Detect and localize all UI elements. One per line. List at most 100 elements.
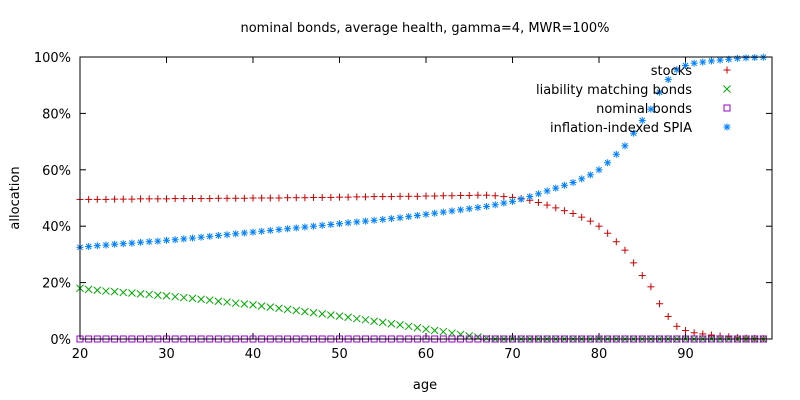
data-point [136,290,145,298]
data-point [102,287,110,295]
y-tick-label: 20% [42,277,71,292]
data-point [578,213,586,221]
data-point [85,195,93,203]
data-point [552,204,560,212]
x-axis-label: age [413,378,437,393]
data-point [318,310,327,318]
data-point [604,229,612,237]
legend-marker [723,104,731,112]
data-point [249,194,257,202]
data-point [526,193,534,201]
data-point [353,218,361,226]
data-point [171,195,179,203]
data-point [154,237,162,245]
data-point [405,192,413,200]
data-point [500,199,508,207]
data-point [310,222,318,230]
data-point [430,326,439,335]
data-point [578,175,586,183]
data-point [422,210,430,218]
data-point [707,57,715,65]
data-point [180,235,188,243]
y-tick-label: 0% [50,333,71,348]
data-point [396,192,404,200]
data-point [327,221,335,229]
data-point [240,300,249,308]
data-point [292,194,300,202]
y-tick-label: 60% [42,164,71,179]
data-point [223,298,231,306]
data-point [275,304,283,313]
data-point [284,194,292,202]
x-tick-label: 40 [245,347,262,362]
data-point [283,305,292,314]
data-point [439,327,448,336]
data-point [586,217,594,225]
chart-title: nominal bonds, average health, gamma=4, … [240,21,609,36]
data-point [85,243,93,251]
data-point [448,192,456,200]
series-inflation-indexed-spia [76,53,767,251]
data-point [378,318,387,327]
data-point [474,204,482,212]
data-point [102,195,110,203]
data-point [110,287,119,296]
data-point [344,193,352,201]
legend-label: inflation-indexed SPIA [550,121,692,136]
data-point [205,296,214,304]
data-point [404,322,413,331]
data-point [517,195,525,203]
data-point [422,192,430,200]
data-point [93,286,102,295]
data-point [266,194,274,202]
series-stocks [76,191,767,343]
series-liability-matching-bonds [76,284,768,343]
x-tick-label: 50 [331,347,348,362]
data-point [716,56,724,64]
data-point [612,238,620,246]
data-point [301,307,309,316]
data-point [387,215,395,223]
x-tick-label: 30 [158,347,175,362]
data-point [214,194,222,202]
data-point [154,195,162,203]
data-point [552,184,560,192]
data-point [128,289,136,297]
data-point [111,195,119,203]
data-point [93,242,101,250]
data-point [682,61,689,69]
data-point [197,233,205,241]
data-point [257,302,266,310]
data-point [534,190,542,198]
data-point [370,317,378,326]
data-point [309,308,318,317]
data-point [284,225,292,233]
data-point [223,231,231,239]
data-point [647,283,655,291]
y-tick-label: 80% [42,107,71,122]
data-point [336,220,343,228]
data-point [163,236,170,244]
data-point [240,229,248,237]
data-point [699,58,707,66]
data-point [465,205,473,213]
x-tick-label: 80 [591,347,608,362]
y-tick-label: 40% [42,220,71,235]
data-point [153,291,162,300]
data-point [569,178,577,186]
data-point [249,228,257,236]
data-point [733,54,741,62]
data-point [439,208,447,216]
data-point [621,246,629,254]
data-point [396,321,404,329]
data-point [188,234,196,242]
data-point [431,192,439,200]
data-point [621,142,629,150]
legend-label: nominal bonds [596,102,692,117]
data-point [560,207,568,215]
x-tick-label: 60 [418,347,435,362]
data-point [344,313,353,322]
data-point [647,105,655,113]
data-point [560,181,568,189]
